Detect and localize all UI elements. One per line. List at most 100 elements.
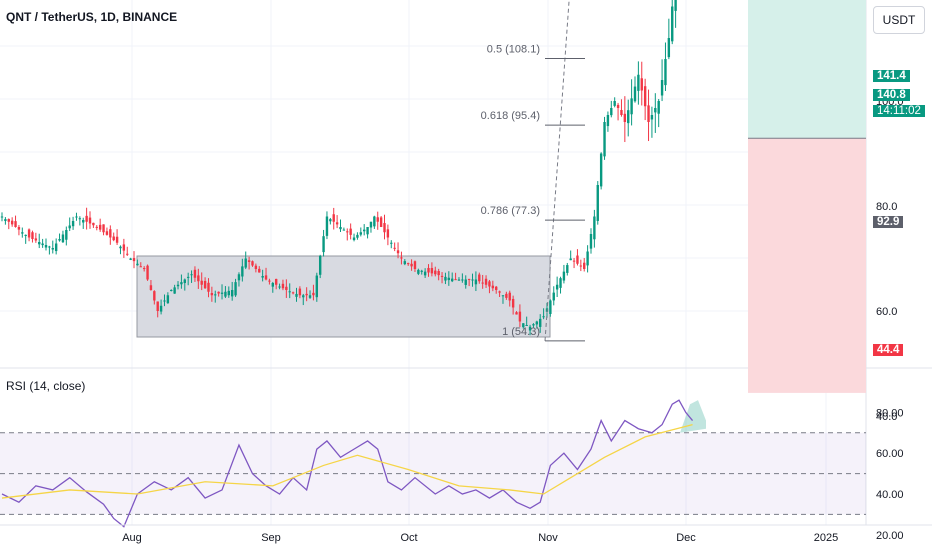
candle-body	[271, 283, 274, 287]
candle-body	[41, 243, 44, 246]
countdown-tag: 14:11:02	[873, 105, 925, 117]
candle-body	[339, 227, 342, 230]
candle-body	[261, 276, 264, 278]
candle-body	[444, 276, 447, 281]
candle-body	[664, 59, 667, 86]
candle-body	[98, 224, 102, 230]
candle-body	[352, 237, 356, 241]
candle-body	[51, 248, 54, 250]
candle-body	[190, 274, 193, 276]
candle-body	[630, 98, 633, 115]
candle-body	[555, 284, 559, 290]
candle-body	[417, 269, 420, 274]
candle-body	[214, 294, 217, 296]
candle-body	[505, 293, 508, 298]
candle-body	[295, 293, 298, 297]
candle-body	[78, 218, 82, 220]
candle-body	[407, 263, 410, 265]
candle-body	[58, 239, 61, 241]
candle-body	[373, 216, 376, 227]
candle-body	[599, 153, 603, 187]
time-axis-label: Oct	[400, 532, 417, 544]
candle-body	[501, 295, 505, 297]
candle-body	[430, 267, 434, 274]
candle-body	[643, 86, 647, 107]
candle-body	[542, 316, 545, 318]
candle-body	[566, 265, 569, 273]
candle-body	[369, 221, 373, 228]
price-tick-label: 60.0	[876, 306, 897, 318]
candle-body	[278, 286, 281, 288]
rsi-tick-label: 60.00	[876, 448, 904, 460]
candle-body	[136, 263, 139, 266]
candle-body	[647, 105, 650, 122]
candle-body	[322, 236, 325, 253]
candle-body	[342, 229, 346, 231]
rsi-overbought-fill	[680, 400, 706, 433]
stop-loss-tag: 44.4	[873, 344, 904, 356]
candle-body	[522, 323, 525, 328]
candle-body	[126, 253, 129, 255]
candle-body	[620, 109, 623, 115]
symbol-title: QNT / TetherUS, 1D, BINANCE	[6, 10, 178, 24]
fib-level-label: 0.618 (95.4)	[481, 110, 540, 122]
currency-button[interactable]: USDT	[873, 6, 925, 34]
candle-body	[650, 115, 654, 120]
price-tick-label: 40.0	[876, 411, 897, 423]
candle-body	[48, 246, 51, 248]
price-tick-label: 80.0	[876, 201, 897, 213]
candle-body	[461, 279, 464, 281]
candle-body	[589, 234, 593, 249]
candle-body	[325, 216, 329, 236]
candle-body	[610, 108, 613, 116]
candle-body	[254, 265, 258, 269]
last-price-tag: 141.4	[873, 70, 910, 82]
candle-body	[623, 113, 627, 122]
candle-body	[200, 280, 203, 285]
candle-body	[224, 291, 227, 297]
candle-body	[603, 122, 606, 157]
rsi-indicator-title[interactable]: RSI (14, close)	[6, 379, 86, 393]
candle-body	[457, 279, 461, 281]
candle-body	[356, 234, 359, 238]
candle-body	[153, 291, 156, 301]
rsi-ma-line	[1, 424, 693, 499]
candle-body	[129, 258, 132, 260]
candle-body	[0, 216, 4, 218]
candle-body	[227, 290, 230, 296]
candle-body	[258, 268, 261, 273]
candle-body	[515, 312, 518, 315]
candle-body	[139, 266, 142, 268]
candle-body	[671, 6, 674, 42]
candle-body	[423, 271, 427, 276]
consolidation-box	[136, 255, 551, 338]
candle-body	[82, 220, 85, 223]
candle-body	[85, 215, 88, 222]
candle-body	[451, 278, 454, 282]
time-axis-label: Nov	[538, 532, 558, 544]
candle-body	[437, 271, 440, 276]
candle-body	[393, 247, 396, 249]
candle-body	[346, 231, 349, 233]
candle-body	[528, 326, 532, 331]
fib-trend-line	[544, 0, 570, 341]
candle-body	[488, 281, 491, 287]
candle-body	[400, 257, 403, 259]
candle-body	[667, 38, 671, 58]
rsi-line	[1, 399, 694, 528]
candle-body	[308, 295, 312, 298]
candle-body	[302, 295, 305, 298]
candle-body	[119, 246, 122, 249]
candle-body	[251, 261, 254, 266]
candle-body	[24, 234, 27, 236]
candle-body	[38, 242, 41, 245]
candle-body	[207, 282, 210, 292]
candle-body	[170, 290, 173, 291]
candle-body	[596, 185, 599, 221]
candle-body	[390, 242, 393, 244]
candle-body	[579, 265, 583, 267]
candle-body	[264, 275, 268, 280]
candle-body	[440, 275, 444, 277]
candle-body	[674, 0, 677, 11]
